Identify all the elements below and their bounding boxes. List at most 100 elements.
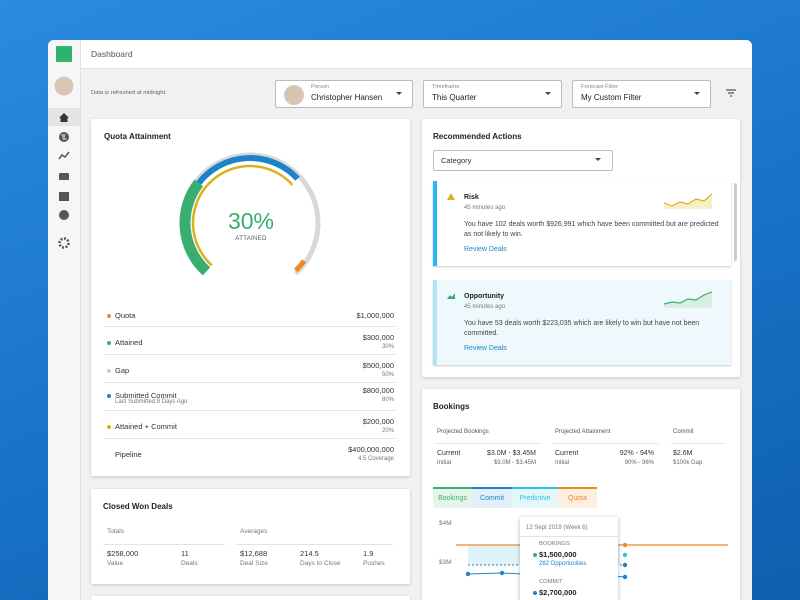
category-label: Category (441, 156, 472, 165)
refresh-note: Data is refreshed at midnight. (91, 90, 167, 96)
filter-dropdown[interactable]: Timeframe This Quarter (423, 80, 562, 108)
caret (694, 92, 700, 95)
column-header: Projected Bookings (437, 429, 489, 435)
legend-dot (107, 369, 111, 373)
chart-point (622, 562, 628, 568)
stat-label: Deals (181, 560, 198, 567)
filter-dropdown[interactable]: Forecast Filter My Custom Filter (572, 80, 711, 108)
caret-shape (595, 158, 601, 161)
row-detail: Last Submitted 8 Days Ago (115, 399, 188, 405)
card-title: Closed Won Deals (103, 502, 173, 511)
chart-tab[interactable]: Bookings (433, 487, 472, 508)
review-link[interactable]: Review Deals (464, 246, 507, 253)
tooltip-dot (533, 591, 537, 595)
card-title: Recommended Actions (433, 132, 522, 141)
gauge (179, 152, 321, 276)
gauge-quota (294, 259, 307, 273)
stat-label: Deal Size (240, 560, 268, 567)
column-divider (671, 443, 724, 444)
group-header: Averages (240, 528, 268, 535)
row-divider (104, 438, 396, 439)
filter-icon[interactable] (724, 88, 738, 98)
action-graphics (447, 291, 713, 308)
filter-label: Forecast Filter (581, 84, 619, 90)
caret (545, 92, 551, 95)
sparkline-fill (664, 292, 712, 308)
chart-tab[interactable]: Quota (558, 487, 597, 508)
trend-icon[interactable] (58, 151, 70, 160)
category-dropdown[interactable]: Category (433, 150, 613, 171)
action-graphics (447, 193, 713, 209)
row-name: Quota (115, 311, 136, 320)
stat-label: Days to Close (300, 560, 341, 567)
gauge-commit (196, 155, 300, 185)
tooltip-sub: 282 Opportunities (539, 561, 587, 567)
risk-icon (447, 193, 455, 200)
row-value: $800,000 (362, 386, 394, 395)
tooltip-value: $1,500,000 (539, 550, 577, 559)
stat-value: $12,688 (240, 549, 268, 558)
stat-value: 11 (181, 549, 189, 558)
legend-dot (107, 341, 111, 345)
legend-dot (107, 314, 111, 318)
action-text: You have 102 deals worth $926,991 which … (464, 221, 719, 238)
row-value: $200,000 (362, 417, 394, 426)
gauge-attained-commit (191, 164, 294, 267)
row-divider (104, 326, 396, 327)
caret-shape (545, 92, 551, 95)
action-item: Risk 45 minutes ago You have 102 deals wor… (433, 181, 731, 266)
action-time: 45 minutes ago (464, 304, 506, 310)
chart-point (622, 552, 628, 558)
row-sub: 4.5 Coverage (357, 456, 394, 462)
card-title: Quota Attainment (104, 132, 171, 141)
row-divider (104, 382, 396, 383)
closed-won-card: Closed Won Deals Totals $258,000 Value 11 Dea… (91, 489, 410, 584)
y-tick-label: $3M (439, 559, 452, 566)
tooltip-title: 12 Sept 2019 (Week 6) (526, 525, 588, 531)
stat-value: 1.9 (363, 549, 374, 558)
stat-value: 214.5 (300, 549, 319, 558)
tooltip-divider (520, 536, 618, 537)
filter-value: My Custom Filter (581, 93, 642, 102)
action-time: 45 minutes ago (464, 205, 506, 211)
action-text: You have 53 deals worth $223,035 which a… (464, 320, 700, 337)
gauge-caption: ATTAINED (235, 236, 267, 242)
palette-icon[interactable] (59, 210, 69, 220)
column-cell: Current (437, 450, 461, 457)
tooltip: 12 Sept 2019 (Week 6) BOOKINGS $1,500,000 2… (520, 517, 618, 600)
row-name: Attained (115, 338, 143, 347)
stat-label: Value (107, 560, 124, 567)
group-divider (103, 544, 225, 545)
column-divider (553, 443, 659, 444)
settings-icon[interactable] (58, 237, 70, 249)
gauge-percent: 30% (227, 208, 275, 234)
caret-shape (694, 92, 700, 95)
filter-dropdown[interactable]: Person Christopher Hansen (275, 80, 413, 108)
row-name: Gap (115, 366, 130, 375)
home-icon[interactable] (59, 113, 69, 122)
chart-tab[interactable]: Commit (472, 487, 512, 508)
row-divider (104, 410, 396, 411)
chart-tab[interactable]: Predictive (512, 487, 558, 508)
caret-shape (396, 92, 402, 95)
review-link[interactable]: Review Deals (464, 345, 507, 352)
chart-icon[interactable] (59, 192, 69, 201)
row-sub: 50% (381, 372, 394, 378)
nav-icons (48, 76, 80, 249)
column-cell: $3.0M - $3.45M (486, 450, 536, 457)
next-card (91, 596, 410, 600)
bookings-card: Bookings Projected Bookings Current $3.0M -… (422, 389, 740, 600)
quota-card: Quota Attainment 30% ATTAINED Quota $1,000,0… (91, 119, 410, 476)
row-sub: 80% (381, 397, 394, 403)
briefcase-icon[interactable] (59, 173, 69, 180)
card-title: Bookings (433, 402, 470, 411)
column-cell: $2.6M (673, 450, 693, 457)
filter-label: Timeframe (432, 84, 460, 90)
chart-point (465, 571, 471, 577)
sparkline (663, 291, 713, 305)
filter-value: Christopher Hansen (311, 93, 383, 102)
group-divider (236, 544, 393, 545)
page-title: Dashboard (91, 49, 133, 59)
column-divider (435, 443, 541, 444)
column-cell: Initial (555, 460, 570, 466)
